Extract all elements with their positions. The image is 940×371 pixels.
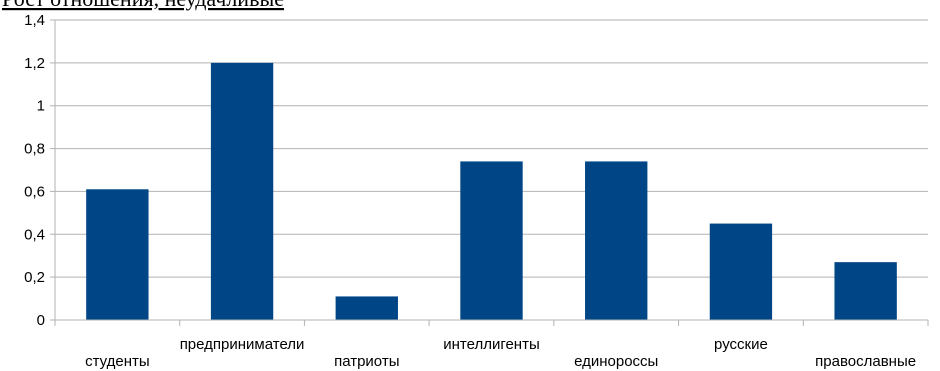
y-tick-label: 0 (37, 312, 45, 329)
bar-2 (210, 62, 274, 320)
x-category-label: единороссы (574, 353, 658, 370)
y-tick-label: 0,4 (24, 226, 45, 243)
bar-4 (460, 161, 523, 320)
x-category-label: студенты (85, 353, 150, 370)
y-tick-label: 1,4 (24, 12, 45, 29)
x-category-label: православные (815, 353, 916, 370)
bar-7 (834, 262, 897, 320)
axis-layer (50, 20, 929, 326)
x-category-label: предприниматели (180, 336, 305, 353)
x-category-labels: студенты предприниматели патриоты интеллиге… (85, 336, 916, 370)
y-tick-labels: 0 0,2 0,4 0,6 0,8 1 1,2 1,4 (24, 12, 45, 329)
bar-5 (585, 161, 648, 320)
y-tick-label: 1 (37, 98, 45, 115)
y-tick-label: 1,2 (24, 55, 45, 72)
chart-title: Рост отношения, неудачливые (2, 0, 284, 11)
x-category-label: интеллигенты (443, 336, 540, 353)
x-category-label: русские (714, 336, 768, 353)
y-tick-label: 0,2 (24, 269, 45, 286)
bar-3 (335, 296, 398, 320)
bar-1 (86, 189, 149, 320)
bars-layer (86, 62, 897, 320)
bar-6 (709, 223, 773, 320)
y-tick-label: 0,8 (24, 141, 45, 158)
x-category-label: патриоты (334, 353, 399, 370)
y-tick-label: 0,6 (24, 183, 45, 200)
